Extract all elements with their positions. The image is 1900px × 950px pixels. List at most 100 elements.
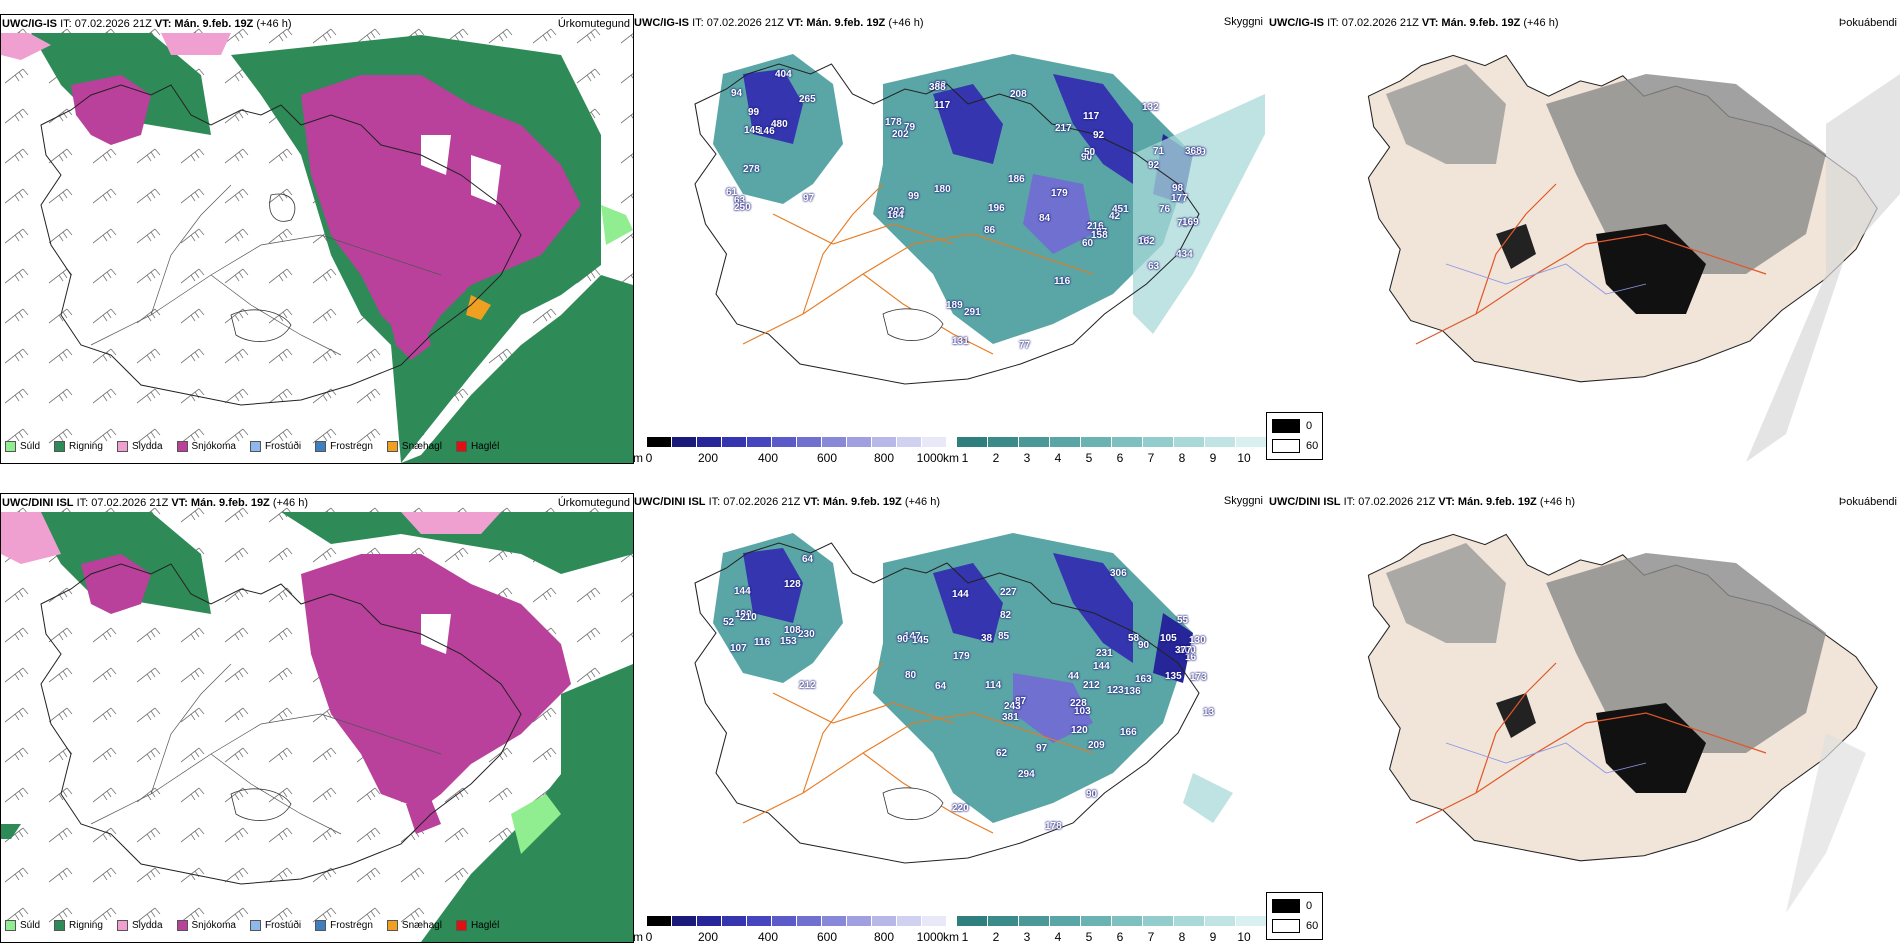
summit-height-label: 114 — [985, 680, 1002, 691]
tick-label: 400 — [757, 451, 779, 465]
legend-swatch — [455, 441, 467, 452]
legend-swatch — [54, 920, 66, 931]
precip-map-graphic — [1, 494, 633, 942]
summit-height-label: 209 — [1088, 740, 1105, 751]
summit-height-label: 85 — [998, 631, 1010, 642]
summit-height-label: 108 — [784, 625, 801, 636]
tick-label: 1000 — [916, 930, 944, 944]
summit-height-label: 228 — [1070, 698, 1087, 709]
field-name: Skyggni — [1223, 16, 1263, 28]
tick-label: 5 — [1085, 930, 1093, 944]
summit-height-label: 212 — [1083, 680, 1100, 691]
summit-height-label: 117 — [934, 100, 951, 111]
summit-height-label: 166 — [1120, 727, 1137, 738]
tick-label: 5 — [1085, 451, 1093, 465]
summit-height-label: 90 — [1138, 640, 1150, 651]
precip-legend: Súld Rigning Slydda Snjókoma Frostúði Fr… — [5, 920, 513, 931]
legend-item: Slydda — [116, 441, 163, 452]
summit-height-label: 81 — [1140, 235, 1152, 246]
tick-label: 1000 — [916, 451, 944, 465]
summit-height-label: 184 — [887, 210, 904, 221]
summit-height-label: 90 — [897, 634, 909, 645]
legend-item: Snjókoma — [176, 920, 236, 931]
legend-swatch — [249, 920, 261, 931]
summit-height-label: 50 — [1084, 147, 1096, 158]
fog-map-graphic — [1367, 533, 1878, 913]
tick-label: 2 — [992, 930, 1000, 944]
summit-height-label: 82 — [1000, 610, 1012, 621]
summit-height-label: 76 — [1177, 218, 1189, 229]
summit-height-label: 90 — [1086, 789, 1098, 800]
summit-height-label: 230 — [798, 629, 815, 640]
summit-height-label: 368 — [1185, 146, 1202, 157]
legend-label: 0 — [1306, 900, 1313, 912]
summit-height-label: 145 — [744, 125, 761, 136]
summit-height-label: 87 — [1096, 227, 1108, 238]
summit-height-label: 217 — [1055, 123, 1072, 134]
height-unit: m — [633, 451, 643, 465]
panel-header: UWC/DINI ISL IT: 07.02.2026 21Z VT: Mán.… — [1269, 496, 1576, 508]
summit-height-label: 97 — [803, 193, 815, 204]
legend-swatch — [386, 441, 398, 452]
summit-height-label: 231 — [1096, 648, 1113, 659]
fog-map-graphic — [1367, 54, 1900, 462]
legend-label: 60 — [1306, 920, 1319, 932]
summit-height-label: 145 — [912, 635, 929, 646]
summit-height-label: 63 — [1148, 261, 1160, 272]
summit-height-label: 434 — [1176, 249, 1193, 260]
panel-header: UWC/IG-IS IT: 07.02.2026 21Z VT: Mán. 9.… — [1269, 17, 1559, 29]
summit-height-label: 82 — [935, 80, 947, 91]
fog-map-top: UWC/IG-IS IT: 07.02.2026 21Z VT: Mán. 9.… — [1266, 14, 1900, 462]
summit-height-label: 306 — [1110, 568, 1127, 579]
summit-height-label: 103 — [1074, 706, 1091, 717]
summit-height-label: 212 — [799, 680, 816, 691]
summit-height-label: 52 — [723, 617, 735, 628]
summit-height-label: 80 — [905, 670, 917, 681]
summit-height-label: 202 — [892, 129, 909, 140]
summit-height-label: 196 — [988, 203, 1005, 214]
summit-height-label: 100 — [1179, 645, 1196, 656]
legend-item: Snæhagl — [386, 920, 442, 931]
tick-label: 8 — [1178, 930, 1186, 944]
summit-height-label: 86 — [984, 225, 996, 236]
summit-height-label: 38 — [981, 633, 993, 644]
summit-height-label: 404 — [775, 69, 792, 80]
visibility-unit: km — [943, 930, 959, 944]
tick-label: 10 — [1237, 930, 1251, 944]
summit-height-label: 61 — [726, 187, 738, 198]
summit-height-label: 92 — [1093, 130, 1105, 141]
summit-labels: 97 202 132 76 84 63 117 92 81 86 61 99 117 98 116 94 82 7… — [633, 14, 1265, 462]
precip-legend: Súld Rigning Slydda Snjókoma Frostúði Fr… — [5, 441, 513, 452]
panel-header: UWC/DINI ISL IT: 07.02.2026 21Z VT: Mán.… — [2, 497, 309, 509]
summit-height-label: 55 — [1177, 615, 1189, 626]
summit-height-label: 291 — [964, 307, 981, 318]
legend-swatch — [386, 920, 398, 931]
tick-label: 3 — [1023, 451, 1031, 465]
visibility-colorbar: km 1 2 3 4 5 6 7 8 9 10 — [943, 437, 1267, 467]
summit-height-label: 87 — [1015, 696, 1027, 707]
summit-height-label: 173 — [1190, 672, 1207, 683]
tick-label: 6 — [1116, 451, 1124, 465]
legend-item: Haglél — [455, 441, 499, 452]
summit-height-label: 451 — [1112, 204, 1129, 215]
summit-height-label: 44 — [1068, 671, 1080, 682]
summit-height-label: 179 — [953, 651, 970, 662]
fog-legend: 0 60 — [1266, 412, 1323, 460]
field-name: Skyggni — [1223, 495, 1263, 507]
summit-height-label: 123 — [1107, 685, 1124, 696]
summit-height-label: 77 — [1019, 340, 1031, 351]
legend-item: Rigning — [54, 920, 103, 931]
field-name: Þokuábendi — [1838, 17, 1897, 29]
summit-height-label: 92 — [1148, 160, 1160, 171]
field-name: Þokuábendi — [1838, 496, 1897, 508]
legend-swatch — [116, 920, 128, 931]
height-color-boxes — [647, 437, 947, 447]
tick-label: 400 — [757, 930, 779, 944]
summit-height-label: 265 — [799, 94, 816, 105]
legend-item: Frostregn — [315, 920, 373, 931]
summit-height-label: 116 — [754, 637, 771, 648]
summit-height-label: 278 — [743, 164, 760, 175]
summit-height-label: 243 — [1004, 701, 1021, 712]
tick-label: 2 — [992, 451, 1000, 465]
legend-swatch — [54, 441, 66, 452]
